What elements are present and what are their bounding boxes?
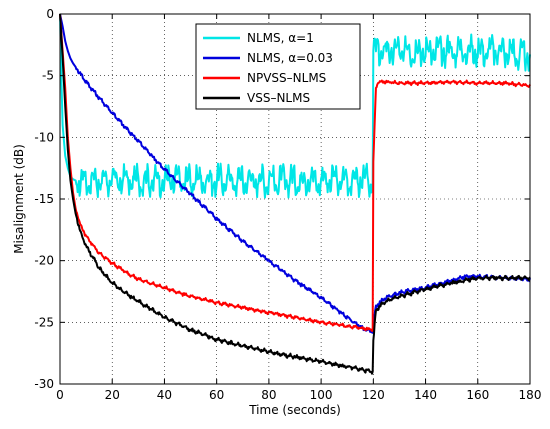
- legend-label: NLMS, α=1: [247, 31, 314, 45]
- series-line: [59, 13, 531, 375]
- x-axis-label: Time (seconds): [248, 403, 341, 417]
- y-tick-label: -15: [34, 192, 54, 206]
- y-tick-label: -20: [34, 254, 54, 268]
- series-line: [59, 13, 531, 332]
- x-tick-label: 60: [209, 388, 224, 402]
- y-tick-label: 0: [46, 7, 54, 21]
- series-line: [59, 13, 531, 199]
- legend: NLMS, α=1 NLMS, α=0.03 NPVSS–NLMS VSS–NLMS: [195, 23, 361, 110]
- x-tick-label: 100: [310, 388, 333, 402]
- x-tick-label: 140: [414, 388, 437, 402]
- ticks: [59, 13, 531, 385]
- x-tick-label: 120: [362, 388, 385, 402]
- x-tick-label: 180: [519, 388, 542, 402]
- y-tick-label: -5: [42, 69, 54, 83]
- y-tick-label: -10: [34, 130, 54, 144]
- legend-label: NPVSS–NLMS: [247, 71, 326, 85]
- legend-label: VSS–NLMS: [247, 91, 310, 105]
- x-tick-label: 160: [466, 388, 489, 402]
- x-tick-label: 80: [261, 388, 276, 402]
- y-tick-label: -25: [34, 315, 54, 329]
- x-tick-label: 40: [157, 388, 172, 402]
- tick-labels: 0 20 40 60 80 100 120 140 160 180 0 -5 -10 -15 -20 -25 -…: [34, 7, 541, 402]
- x-tick-label: 0: [56, 388, 64, 402]
- series-line: [59, 13, 531, 334]
- y-tick-label: -30: [34, 377, 54, 391]
- y-axis-label: Misalignment (dB): [12, 144, 26, 254]
- legend-label: NLMS, α=0.03: [247, 51, 333, 65]
- series-layer: [59, 13, 531, 375]
- x-tick-label: 20: [105, 388, 120, 402]
